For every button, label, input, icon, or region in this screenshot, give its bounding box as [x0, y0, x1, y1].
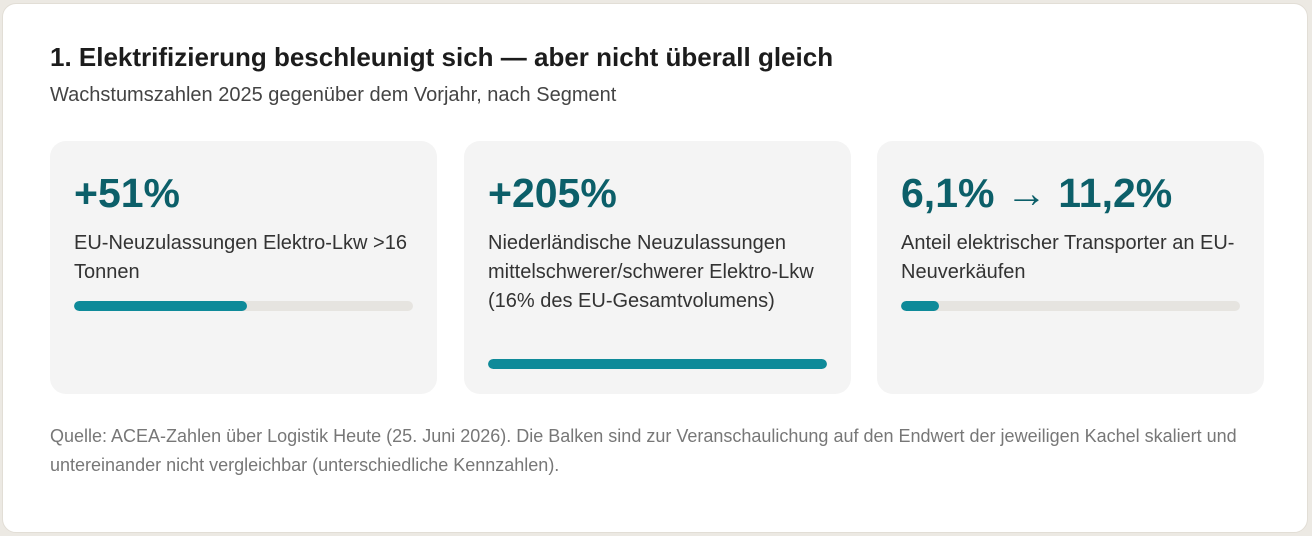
stat-card-eu-trucks: +51% EU-Neuzulassungen Elektro-Lkw >16 T… [50, 141, 437, 394]
progress-fill [488, 359, 827, 369]
stat-label: Anteil elektrischer Transporter an EU-Ne… [901, 232, 1235, 283]
stat-value: +51% [74, 170, 181, 216]
progress-fill [74, 301, 247, 311]
source-note: Quelle: ACEA-Zahlen über Logistik Heute … [50, 426, 1237, 475]
page-subtitle: Wachstumszahlen 2025 gegenüber dem Vorja… [50, 84, 617, 106]
stat-label: EU-Neuzulassungen Elektro-Lkw >16 Tonnen [74, 232, 407, 283]
infographic-panel: 1. Elektrifizierung beschleunigt sich — … [2, 3, 1308, 533]
progress-track [488, 359, 827, 369]
stat-label: Niederländische Neuzulassungen mittelsch… [488, 232, 814, 312]
stat-card-eu-vans: 6,1% → 11,2% Anteil elektrischer Transpo… [877, 141, 1264, 394]
progress-track [901, 301, 1240, 311]
progress-fill [901, 301, 939, 311]
stat-card-nl-trucks: +205% Niederländische Neuzulassungen mit… [464, 141, 851, 394]
page-title: 1. Elektrifizierung beschleunigt sich — … [50, 42, 834, 72]
stat-value: +205% [488, 170, 617, 216]
progress-track [74, 301, 413, 311]
stat-value: 6,1% → 11,2% [901, 170, 1173, 216]
